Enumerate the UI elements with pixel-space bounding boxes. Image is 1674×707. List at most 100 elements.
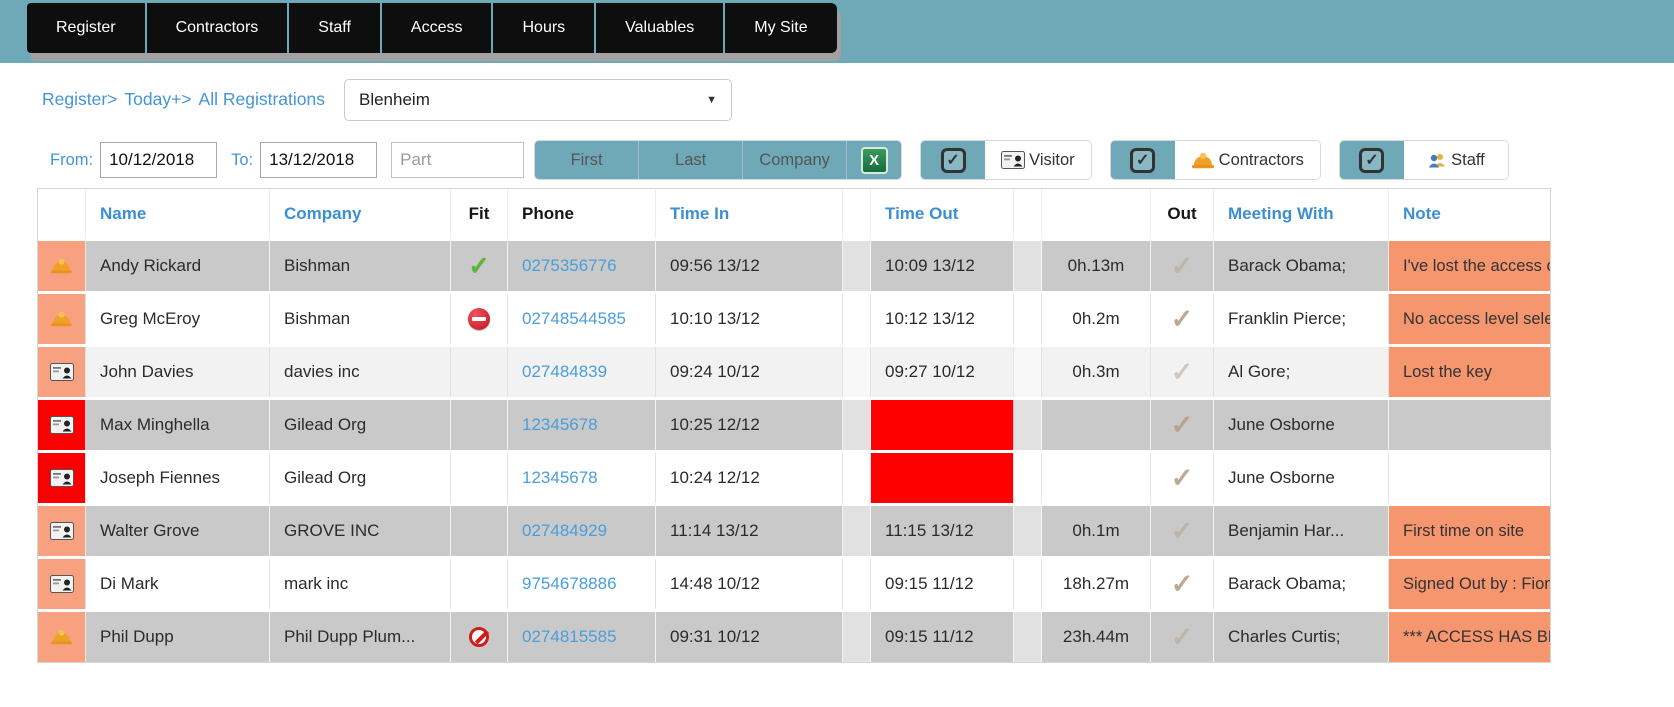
- registrations-table: Name Company Fit Phone Time In Time Out …: [37, 188, 1551, 663]
- to-date-input[interactable]: [260, 142, 378, 178]
- out-cell[interactable]: ✓: [1151, 347, 1214, 397]
- table-row[interactable]: Andy Rickard Bishman ✓ 0275356776 09:56 …: [38, 241, 1550, 291]
- checkbox-checked-icon: ✓: [940, 147, 966, 173]
- header-company[interactable]: Company: [270, 189, 451, 238]
- phone-link[interactable]: 12345678: [522, 415, 598, 434]
- sort-company-button[interactable]: Company: [743, 141, 848, 179]
- header-note[interactable]: Note: [1403, 203, 1441, 223]
- excel-export-icon: X: [860, 146, 888, 174]
- tab-access[interactable]: Access: [381, 3, 494, 53]
- from-date-input[interactable]: [100, 142, 218, 178]
- table-row[interactable]: Di Mark mark inc ✓ 9754678886 14:48 10/1…: [38, 559, 1550, 609]
- time-out-cell: 10:12 13/12: [871, 294, 1014, 344]
- sort-last-button[interactable]: Last: [639, 141, 744, 179]
- time-out-cell: 09:15 11/12: [871, 559, 1014, 609]
- phone-link[interactable]: 0274815585: [522, 627, 617, 646]
- note-cell[interactable]: No access level select...: [1389, 294, 1550, 344]
- out-cell[interactable]: ✓: [1151, 612, 1214, 662]
- tab-register[interactable]: Register: [27, 3, 147, 53]
- export-excel-button[interactable]: X: [847, 141, 902, 179]
- visitor-checkbox[interactable]: ✓: [921, 141, 986, 179]
- name-cell: Walter Grove: [86, 506, 270, 556]
- note-cell[interactable]: Signed Out by : FionaP...: [1389, 559, 1550, 609]
- table-row[interactable]: Greg McEroy Bishman ✓ 02748544585 10:10 …: [38, 294, 1550, 344]
- tab-valuables[interactable]: Valuables: [596, 3, 726, 53]
- out-cell[interactable]: ✓: [1151, 241, 1214, 291]
- note-cell[interactable]: [1389, 453, 1550, 503]
- table-row[interactable]: Max Minghella Gilead Org ✓ 12345678 10:2…: [38, 400, 1550, 450]
- time-out-cell: 11:15 13/12: [871, 506, 1014, 556]
- phone-link[interactable]: 027484929: [522, 521, 608, 540]
- spacer-cell-1: [843, 241, 871, 291]
- phone-link[interactable]: 12345678: [522, 468, 598, 487]
- time-in-cell: 11:14 13/12: [656, 506, 843, 556]
- to-label: To:: [231, 150, 254, 169]
- note-cell[interactable]: [1389, 400, 1550, 450]
- header-time-in[interactable]: Time In: [656, 189, 843, 238]
- tab-my-site[interactable]: My Site: [725, 3, 837, 53]
- staff-toggle-label[interactable]: Staff: [1403, 141, 1508, 179]
- tab-contractors[interactable]: Contractors: [146, 3, 290, 53]
- staff-checkbox[interactable]: ✓: [1339, 141, 1404, 179]
- phone-link[interactable]: 0275356776: [522, 256, 617, 275]
- breadcrumb-register[interactable]: Register>: [42, 89, 118, 109]
- hard-hat-icon: [51, 258, 72, 274]
- time-out-cell: [871, 400, 1014, 450]
- header-type: [38, 189, 86, 238]
- time-out-cell: 10:09 13/12: [871, 241, 1014, 291]
- spacer-cell-2: [1014, 294, 1042, 344]
- out-check-icon: ✓: [1170, 515, 1194, 546]
- tab-hours[interactable]: Hours: [493, 3, 597, 53]
- meeting-with-cell: Barack Obama;: [1214, 241, 1389, 291]
- company-cell: mark inc: [270, 559, 451, 609]
- out-cell[interactable]: ✓: [1151, 400, 1214, 450]
- out-cell[interactable]: ✓: [1151, 506, 1214, 556]
- phone-link[interactable]: 02748544585: [522, 309, 627, 328]
- table-row[interactable]: Joseph Fiennes Gilead Org ✓ 12345678 10:…: [38, 453, 1550, 503]
- out-cell[interactable]: ✓: [1151, 559, 1214, 609]
- from-label: From:: [50, 150, 94, 169]
- breadcrumb-all-registrations[interactable]: All Registrations: [198, 89, 325, 109]
- filter-row: From: To: First Last Company X ✓ Visitor…: [50, 140, 1674, 180]
- note-cell[interactable]: First time on site: [1389, 506, 1550, 556]
- phone-cell: 027484929: [508, 506, 656, 556]
- phone-link[interactable]: 9754678886: [522, 574, 617, 593]
- type-cell: [38, 294, 86, 344]
- duration-cell: 0h.1m: [1042, 506, 1151, 556]
- visitor-label-text: Visitor: [1029, 150, 1075, 169]
- contractors-toggle-label[interactable]: Contractors: [1174, 141, 1320, 179]
- tab-staff[interactable]: Staff: [289, 3, 382, 53]
- fit-approved-check-icon: ✓: [468, 252, 490, 280]
- phone-cell: 9754678886: [508, 559, 656, 609]
- fit-cell: ✓: [451, 347, 508, 397]
- contractors-checkbox[interactable]: ✓: [1110, 141, 1175, 179]
- table-row[interactable]: Walter Grove GROVE INC ✓ 027484929 11:14…: [38, 506, 1550, 556]
- table-row[interactable]: Phil Dupp Phil Dupp Plum... ✓ 0274815585…: [38, 612, 1550, 662]
- duration-cell: [1042, 453, 1151, 503]
- note-cell[interactable]: Lost the key: [1389, 347, 1550, 397]
- site-selector[interactable]: Blenheim ▼: [343, 78, 732, 121]
- header-meeting-with[interactable]: Meeting With: [1214, 189, 1389, 238]
- out-check-icon: ✓: [1170, 409, 1194, 440]
- out-cell[interactable]: ✓: [1151, 453, 1214, 503]
- meeting-with-cell: June Osborne: [1214, 453, 1389, 503]
- header-time-out[interactable]: Time Out: [871, 189, 1014, 238]
- company-cell: Bishman: [270, 294, 451, 344]
- header-phone: Phone: [508, 189, 656, 238]
- phone-cell: 0274815585: [508, 612, 656, 662]
- spacer-cell-2: [1014, 241, 1042, 291]
- header-name[interactable]: Name: [86, 189, 270, 238]
- spacer-cell-2: [1014, 506, 1042, 556]
- phone-link[interactable]: 027484839: [522, 362, 608, 381]
- note-cell[interactable]: *** ACCESS HAS BEE...: [1389, 612, 1550, 662]
- visitor-toggle-label[interactable]: Visitor: [985, 141, 1091, 179]
- phone-cell: 027484839: [508, 347, 656, 397]
- name-filter-input[interactable]: [391, 142, 525, 178]
- out-cell[interactable]: ✓: [1151, 294, 1214, 344]
- sort-first-button[interactable]: First: [535, 141, 640, 179]
- table-row[interactable]: John Davies davies inc ✓ 027484839 09:24…: [38, 347, 1550, 397]
- note-cell[interactable]: I've lost the access card: [1389, 241, 1550, 291]
- out-check-icon: ✓: [1170, 250, 1194, 281]
- header-spacer-1: [843, 189, 871, 238]
- breadcrumb-today[interactable]: Today+>: [124, 89, 192, 109]
